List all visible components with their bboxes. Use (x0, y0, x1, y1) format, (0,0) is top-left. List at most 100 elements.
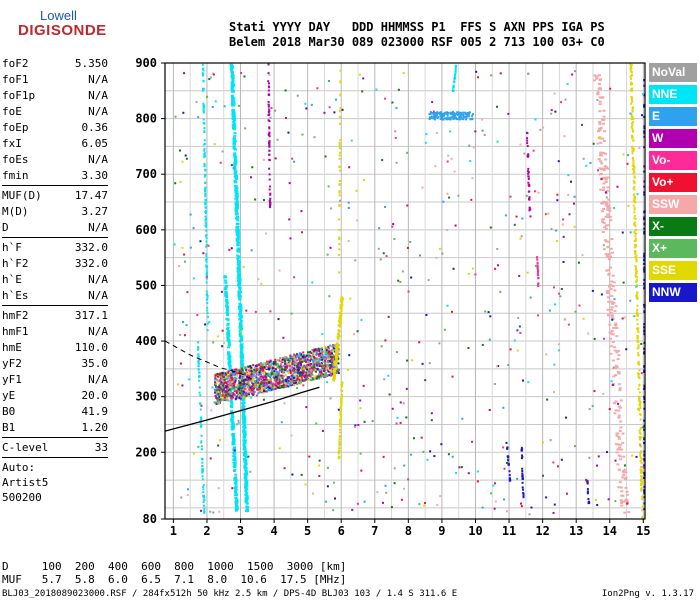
echo-point (516, 329, 519, 332)
y-tick-label: 80 (143, 512, 157, 526)
echo-point (232, 391, 235, 394)
echo-point (599, 141, 603, 144)
echo-point (612, 375, 616, 378)
echo-point (218, 395, 221, 398)
echo-point (274, 375, 277, 378)
echo-point (229, 390, 233, 393)
echo-point (217, 399, 220, 402)
echo-point (314, 361, 317, 364)
echo-point (257, 368, 260, 371)
echo-point (261, 391, 264, 394)
echo-point (311, 281, 314, 284)
echo-point (219, 398, 222, 401)
echo-point (617, 371, 621, 374)
echo-point (638, 437, 641, 440)
echo-point (234, 194, 238, 197)
echo-point (305, 374, 308, 377)
echo-point (273, 370, 276, 373)
echo-point (206, 306, 209, 309)
echo-point (537, 285, 540, 288)
echo-point (254, 198, 257, 201)
echo-point (287, 379, 290, 382)
echo-point (310, 379, 313, 382)
echo-point (203, 168, 206, 171)
echo-point (601, 201, 605, 204)
echo-point (467, 111, 470, 114)
echo-point (439, 117, 442, 120)
echo-point (319, 352, 322, 355)
echo-point (235, 205, 239, 208)
echo-point (621, 231, 624, 234)
echo-point (269, 377, 272, 380)
echo-point (263, 380, 266, 383)
echo-point (608, 215, 612, 218)
echo-point (610, 306, 614, 309)
echo-point (450, 116, 453, 119)
x-tick-label: 8 (405, 524, 412, 538)
param-row: D N/A (2, 220, 108, 236)
echo-point (419, 254, 422, 257)
echo-point (225, 373, 228, 376)
echo-point (630, 125, 633, 128)
echo-point (633, 224, 636, 227)
echo-point (615, 432, 619, 435)
echo-point (222, 375, 225, 378)
echo-point (326, 381, 329, 384)
echo-point (271, 362, 274, 365)
echo-point (231, 369, 234, 372)
echo-point (197, 362, 200, 365)
echo-point (245, 510, 249, 513)
echo-point (454, 68, 457, 71)
echo-point (618, 389, 622, 392)
echo-point (326, 369, 329, 372)
echo-point (455, 118, 458, 121)
echo-point (354, 259, 357, 262)
echo-point (243, 434, 247, 437)
echo-point (451, 112, 454, 115)
echo-point (200, 416, 203, 419)
echo-point (243, 433, 247, 436)
echo-point (221, 383, 224, 386)
echo-point (603, 239, 607, 242)
echo-point (643, 170, 646, 173)
echo-point (474, 273, 477, 276)
x-tick-label: 1 (170, 524, 177, 538)
echo-point (639, 418, 642, 421)
echo-point (242, 396, 245, 399)
echo-point (237, 297, 241, 300)
echo-point (239, 307, 243, 310)
echo-point (332, 374, 335, 377)
echo-point (605, 204, 609, 207)
echo-point (643, 490, 646, 493)
echo-point (319, 374, 322, 377)
echo-point (225, 305, 229, 308)
echo-point (233, 141, 237, 144)
echo-point (206, 322, 209, 325)
echo-point (529, 215, 532, 218)
echo-point (308, 372, 311, 375)
echo-point (503, 498, 506, 501)
echo-point (284, 368, 287, 371)
echo-point (197, 359, 200, 362)
echo-point (521, 474, 524, 477)
echo-point (275, 384, 278, 387)
param-value: 20.0 (81, 389, 109, 402)
echo-point (339, 316, 342, 319)
echo-point (292, 370, 295, 373)
echo-point (232, 139, 236, 142)
y-tick-label: 200 (135, 445, 157, 459)
legend-item-nne: NNE (649, 85, 697, 104)
echo-point (246, 371, 249, 374)
echo-point (278, 375, 281, 378)
echo-point (238, 387, 241, 390)
echo-point (228, 248, 231, 251)
echo-point (240, 351, 244, 354)
echo-point (286, 376, 289, 379)
echo-point (619, 420, 623, 423)
echo-point (242, 410, 246, 413)
echo-point (521, 467, 524, 470)
echo-point (248, 371, 251, 374)
echo-point (535, 256, 538, 259)
echo-point (263, 371, 266, 374)
echo-point (341, 304, 344, 307)
